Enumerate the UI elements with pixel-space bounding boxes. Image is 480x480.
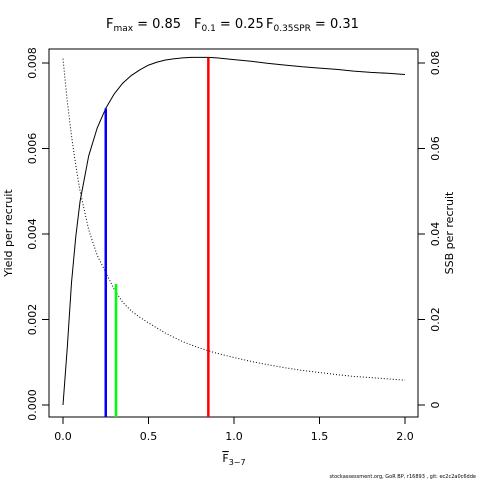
y-right-axis: 0 0.02 0.04 0.06 0.08 [417,51,442,409]
y-left-tick-label: 0.000 [26,389,39,421]
x-tick-label: 2.0 [396,430,414,443]
y-left-tick-label: 0.004 [26,218,39,250]
plot-frame [48,48,419,418]
f01-title: F0.1 = 0.25 [194,17,264,34]
y-left-axis: 0.000 0.002 0.004 0.006 0.008 [26,47,50,421]
x-axis: 0.0 0.5 1.0 1.5 2.0 [54,416,414,443]
x-tick-label: 0.0 [54,430,72,443]
series-layer [62,56,406,406]
x-tick-label: 0.5 [140,430,158,443]
yield-per-recruit-line [62,56,406,406]
y-left-tick-label: 0.002 [26,304,39,336]
y-left-axis-label: Yield per recruit [2,189,15,278]
x-tick-label: 1.5 [311,430,329,443]
y-left-tick-label: 0.008 [26,47,39,79]
y-right-tick-label: 0.06 [429,136,442,161]
chart-title: Fmax = 0.85 F0.1 = 0.25 F0.35SPR = 0.31 [106,17,359,34]
x-axis-label: F3−7 [222,452,245,467]
y-left-tick-label: 0.006 [26,133,39,165]
footnote: stockassessment.org, GoR BP, r16893 , gi… [330,474,476,480]
x-tick-label: 1.0 [225,430,243,443]
y-right-tick-label: 0.04 [429,222,442,247]
y-right-tick-label: 0.02 [429,307,442,332]
fmax-title: Fmax = 0.85 [106,17,181,34]
fspr-title: F0.35SPR = 0.31 [266,17,359,34]
y-right-tick-label: 0.08 [429,51,442,76]
y-right-tick-label: 0 [429,402,442,409]
reference-lines [104,57,210,417]
y-right-axis-label: SSB per recruit [443,191,456,274]
ssb-per-recruit-line [62,58,406,381]
